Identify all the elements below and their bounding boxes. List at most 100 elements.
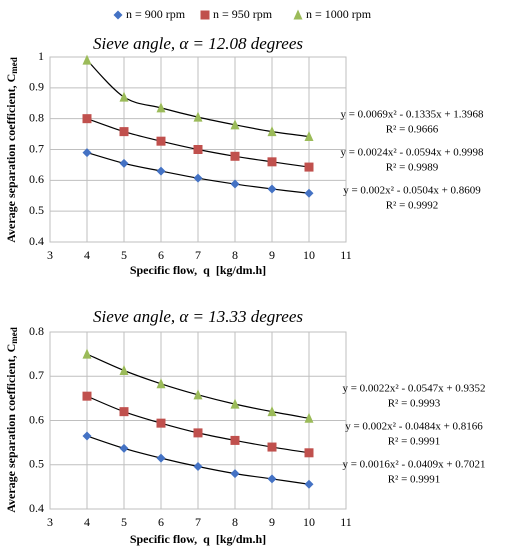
y-tick-label: 0.7: [29, 141, 44, 155]
y-axis-label-main: Average separation coefficient, C: [4, 74, 18, 243]
x-tick-label: 6: [158, 515, 164, 529]
chart: 0.4 0.5 0.6 0.7 0.8 0.9 1 3 4 5 6 7 8 9 10 11 Sieve angl…: [4, 34, 484, 277]
legend-label: n = 900 rpm: [126, 7, 186, 21]
data-point: [119, 158, 129, 168]
legend-marker: [113, 10, 123, 20]
y-axis-label-sub: med: [9, 57, 19, 74]
data-point: [304, 188, 314, 198]
x-tick-label: 4: [84, 248, 90, 262]
data-point: [156, 418, 166, 428]
trendline-equation: R² = 0.9989: [386, 162, 439, 174]
data-point: [156, 136, 166, 146]
chart-title: Sieve angle, α = 13.33 degrees: [93, 307, 303, 326]
trendline-equation: R² = 0.9992: [386, 200, 439, 212]
data-point: [230, 435, 240, 445]
y-tick-label: 0.5: [29, 203, 44, 217]
legend-marker: [293, 9, 303, 20]
x-tick-label: 7: [195, 248, 201, 262]
y-tick-label: 0.6: [29, 412, 44, 426]
data-point: [82, 148, 92, 158]
trendline-equation: y = 0.002x² - 0.0504x + 0.8609: [343, 185, 481, 197]
x-tick-label: 3: [47, 248, 53, 262]
data-point: [267, 474, 277, 484]
y-tick-label: 0.4: [29, 501, 44, 515]
trendline-equation: R² = 0.9991: [388, 474, 441, 486]
y-tick-label: 0.7: [29, 368, 44, 382]
y-tick-label: 1: [38, 49, 44, 63]
data-point: [230, 469, 240, 479]
y-tick-label: 0.6: [29, 172, 44, 186]
data-point: [193, 145, 203, 154]
data-point: [119, 127, 129, 137]
x-tick-label: 5: [121, 248, 127, 262]
data-point: [230, 179, 240, 189]
x-tick-label: 9: [269, 248, 275, 262]
y-axis-label-main: Average separation coefficient, C: [4, 344, 18, 513]
data-point: [230, 119, 240, 130]
data-point: [119, 91, 129, 102]
x-tick-label: 8: [232, 248, 238, 262]
x-tick-label: 7: [195, 515, 201, 529]
x-tick-label: 4: [84, 515, 90, 529]
data-point: [193, 462, 203, 472]
data-point: [193, 428, 203, 438]
data-point: [267, 184, 277, 194]
data-point: [82, 348, 92, 359]
y-tick-label: 0.4: [29, 234, 44, 248]
x-tick-label: 11: [340, 515, 352, 529]
legend-label: n = 1000 rpm: [306, 7, 372, 21]
data-point: [156, 166, 166, 176]
trendline-equation: y = 0.0016x² - 0.0409x + 0.7021: [342, 459, 485, 471]
data-point: [119, 443, 129, 453]
legend-marker: [200, 10, 210, 20]
y-axis-label-sub: med: [9, 327, 19, 344]
data-point: [193, 111, 203, 122]
x-axis-label: Specific flow, q [kg/dm.h]: [130, 532, 266, 546]
x-tick-label: 10: [303, 515, 315, 529]
data-point: [230, 151, 240, 161]
y-tick-label: 0.9: [29, 80, 44, 94]
data-point: [267, 157, 277, 167]
x-tick-label: 10: [303, 248, 315, 262]
data-point: [304, 162, 314, 172]
data-point: [304, 131, 314, 142]
x-tick-label: 5: [121, 515, 127, 529]
x-tick-label: 11: [340, 248, 352, 262]
data-point: [304, 448, 314, 458]
data-point: [156, 378, 166, 389]
trendline-equation: R² = 0.9993: [388, 398, 441, 410]
x-tick-label: 3: [47, 515, 53, 529]
data-point: [82, 431, 92, 441]
y-tick-label: 0.8: [29, 324, 44, 338]
x-axis-label: Specific flow, q [kg/dm.h]: [130, 263, 266, 277]
data-point: [230, 398, 240, 409]
y-axis-label: Average separation coefficient, Cmed: [4, 327, 19, 513]
data-point: [193, 173, 203, 183]
legend-label: n = 950 rpm: [213, 7, 273, 21]
y-tick-label: 0.8: [29, 110, 44, 124]
data-point: [193, 389, 203, 400]
data-point: [156, 453, 166, 463]
data-point: [82, 54, 92, 65]
data-point: [82, 391, 92, 401]
data-point: [119, 407, 129, 417]
data-point: [304, 412, 314, 423]
data-point: [304, 479, 314, 489]
chart-title: Sieve angle, α = 12.08 degrees: [93, 34, 303, 53]
legend: n = 900 rpm n = 950 rpm n = 1000 rpm: [113, 7, 372, 21]
trendline-equation: R² = 0.9666: [386, 124, 439, 136]
trendline-equation: y = 0.0069x² - 0.1335x + 1.3968: [340, 109, 484, 121]
x-tick-label: 8: [232, 515, 238, 529]
trendline-equation: y = 0.002x² - 0.0484x + 0.8166: [345, 421, 483, 433]
chart: 0.4 0.5 0.6 0.7 0.8 3 4 5 6 7 8 9 10 11 Sieve angle, α…: [4, 307, 486, 546]
trendline-equation: y = 0.0024x² - 0.0594x + 0.9998: [340, 147, 484, 159]
data-point: [267, 126, 277, 137]
trendline-equation: y = 0.0022x² - 0.0547x + 0.9352: [342, 383, 485, 395]
y-tick-label: 0.5: [29, 457, 44, 471]
x-tick-label: 9: [269, 515, 275, 529]
data-point: [119, 364, 129, 375]
trendline-equation: R² = 0.9991: [388, 436, 441, 448]
data-point: [82, 114, 92, 124]
data-point: [156, 102, 166, 113]
